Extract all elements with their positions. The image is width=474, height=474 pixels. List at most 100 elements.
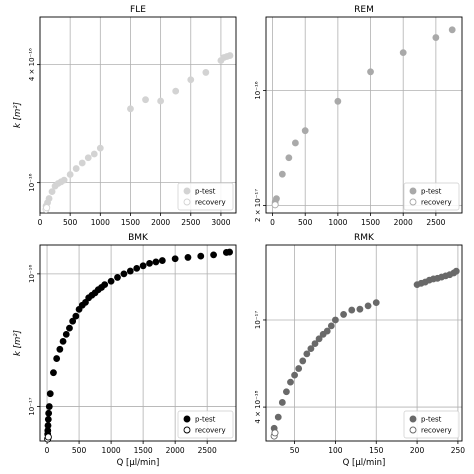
p-test-point	[273, 195, 280, 203]
p-test-point	[334, 97, 342, 105]
p-test-point	[367, 68, 374, 76]
x-tick-label: 250	[451, 446, 466, 455]
legend: p-test recovery	[403, 410, 460, 439]
axes-frame	[39, 244, 237, 442]
p-test-point	[278, 399, 286, 406]
x-tick-label: 500	[63, 218, 78, 227]
legend-box	[177, 182, 234, 211]
x-tick-label: 500	[72, 446, 87, 455]
p-test-point	[78, 159, 86, 167]
p-test-point	[291, 371, 298, 379]
panel-rmk: 50 100 150 200 250 4 × 10⁻¹⁸ 10⁻¹⁷ RMK Q [µl/min…	[254, 233, 465, 468]
x-tick-label: 150	[369, 446, 384, 455]
p-test-point	[50, 369, 57, 377]
p-test-point	[72, 165, 80, 172]
recovery-point	[43, 204, 51, 212]
p-test-point	[197, 252, 205, 260]
p-test-point	[133, 264, 141, 272]
y-tick-label: 10⁻¹⁶	[254, 81, 262, 99]
x-axis-label: Q [µl/min]	[117, 458, 160, 468]
legend: p-test recovery	[177, 182, 234, 211]
recovery-point	[271, 201, 279, 209]
panel-bmk: 0 500 1000 1500 2000 2500 10⁻¹⁷ 10⁻¹⁶ BMK k [m²] Q…	[13, 233, 237, 468]
p-test-point	[96, 144, 104, 152]
x-tick-label: 1000	[91, 218, 110, 227]
legend-label: p-test	[421, 416, 442, 424]
p-test-point	[202, 69, 210, 76]
p-test-point	[448, 26, 456, 34]
p-test-point	[307, 345, 315, 352]
p-test-point	[295, 365, 303, 372]
p-test-point	[101, 281, 109, 288]
p-test-point	[60, 176, 68, 184]
p-test-point	[62, 330, 70, 338]
x-tick-label: 2500	[198, 446, 217, 455]
p-test-point	[348, 306, 356, 314]
p-test-point	[45, 409, 53, 417]
legend-box	[403, 182, 460, 211]
x-tick-label: 2000	[166, 446, 185, 455]
p-test-point	[364, 302, 372, 310]
x-tick-label: 1000	[328, 218, 347, 227]
p-test-point	[452, 267, 460, 275]
p-test-point	[146, 259, 153, 267]
legend-marker-recovery	[183, 198, 191, 206]
recovery-point	[271, 429, 279, 437]
x-tick-label: 2000	[394, 218, 413, 227]
p-test-point	[315, 335, 323, 343]
legend-label: p-test	[421, 188, 442, 196]
legend-marker-recovery	[409, 426, 417, 434]
p-test-point	[278, 170, 286, 178]
x-tick-label: 0	[38, 218, 43, 227]
y-axis-label: k [m²]	[13, 102, 23, 128]
p-test-point	[187, 76, 195, 84]
p-test-point	[142, 96, 149, 104]
panel-fle: 0 500 1000 1500 2000 2500 3000 10⁻¹⁶ 4 × 10⁻¹⁶ FL…	[13, 5, 237, 227]
p-test-point	[299, 357, 307, 365]
p-test-point	[303, 350, 311, 358]
p-test-point	[45, 403, 53, 410]
p-test-point	[226, 52, 234, 59]
chart-title: RMK	[354, 233, 375, 243]
p-test-point	[184, 254, 192, 261]
legend: p-test recovery	[177, 410, 234, 439]
p-test-point	[157, 97, 165, 105]
y-tick-label: 10⁻¹⁷	[254, 311, 262, 329]
p-test-point	[274, 413, 282, 421]
p-test-point	[432, 34, 440, 41]
legend-box	[403, 410, 460, 439]
x-tick-label: 0	[45, 446, 50, 455]
legend-label: recovery	[195, 427, 226, 435]
p-test-point	[311, 340, 319, 347]
p-test-point	[332, 316, 339, 324]
legend-box	[177, 410, 234, 439]
y-tick-label: 4 × 10⁻¹⁶	[28, 48, 36, 81]
x-tick-label: 3000	[211, 218, 230, 227]
p-test-point	[127, 105, 134, 113]
p-test-point	[72, 312, 80, 320]
p-test-point	[107, 277, 115, 285]
p-test-point	[152, 258, 160, 266]
p-test-point	[372, 299, 380, 307]
x-tick-label: 1500	[361, 218, 380, 227]
legend-label: p-test	[195, 416, 216, 424]
legend-marker-p-test	[409, 415, 417, 423]
x-tick-label: 200	[410, 446, 425, 455]
chart-title: FLE	[130, 5, 146, 15]
p-test-point	[53, 355, 61, 362]
y-tick-label: 2 × 10⁻¹⁷	[254, 189, 262, 222]
p-test-point	[399, 49, 407, 57]
legend-marker-recovery	[183, 426, 191, 434]
x-tick-label: 1000	[102, 446, 121, 455]
p-test-point	[158, 257, 166, 264]
y-axis-label: k [m²]	[13, 330, 23, 356]
p-test-point	[69, 317, 77, 325]
p-test-point	[356, 305, 364, 313]
p-test-point	[66, 171, 74, 178]
axes-frame	[265, 16, 463, 214]
p-test-point	[90, 150, 98, 158]
p-test-point	[323, 327, 331, 335]
p-test-point	[45, 195, 53, 202]
y-tick-label: 4 × 10⁻¹⁸	[254, 390, 262, 423]
